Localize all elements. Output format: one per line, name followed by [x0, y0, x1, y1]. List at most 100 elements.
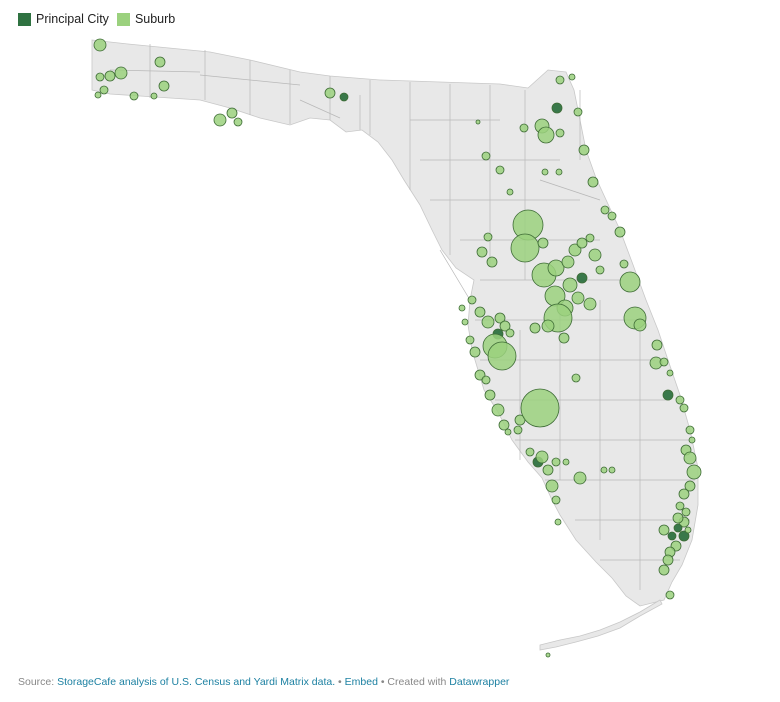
- suburb-bubble[interactable]: [688, 436, 696, 444]
- suburb-bubble[interactable]: [491, 403, 505, 417]
- suburb-bubble[interactable]: [600, 205, 610, 215]
- principal-city-bubble[interactable]: [551, 102, 563, 114]
- suburb-bubble[interactable]: [545, 479, 559, 493]
- suburb-bubble[interactable]: [558, 332, 570, 344]
- suburb-bubble[interactable]: [665, 590, 675, 600]
- suburb-bubble[interactable]: [573, 107, 583, 117]
- suburb-bubble[interactable]: [554, 518, 562, 526]
- suburb-bubble[interactable]: [469, 346, 481, 358]
- suburb-bubble[interactable]: [513, 425, 523, 435]
- suburb-bubble[interactable]: [595, 265, 605, 275]
- suburb-bubble[interactable]: [525, 447, 535, 457]
- suburb-bubble[interactable]: [484, 389, 496, 401]
- suburb-bubble[interactable]: [684, 480, 696, 492]
- suburb-bubble[interactable]: [600, 466, 608, 474]
- suburb-bubble[interactable]: [573, 471, 587, 485]
- suburb-bubble[interactable]: [608, 466, 616, 474]
- suburb-bubble[interactable]: [685, 425, 695, 435]
- suburb-bubble[interactable]: [666, 369, 674, 377]
- suburb-bubble[interactable]: [555, 75, 565, 85]
- suburb-bubble[interactable]: [633, 318, 647, 332]
- suburb-bubble[interactable]: [675, 395, 685, 405]
- suburb-bubble[interactable]: [476, 246, 488, 258]
- suburb-bubble[interactable]: [465, 335, 475, 345]
- suburb-bubble[interactable]: [561, 255, 575, 269]
- suburb-bubble[interactable]: [686, 464, 702, 480]
- suburb-bubble[interactable]: [619, 259, 629, 269]
- suburb-bubble[interactable]: [555, 168, 563, 176]
- suburb-bubble[interactable]: [94, 91, 102, 99]
- suburb-bubble[interactable]: [588, 248, 602, 262]
- suburb-bubble[interactable]: [555, 128, 565, 138]
- principal-city-bubble[interactable]: [678, 530, 690, 542]
- suburb-bubble[interactable]: [95, 72, 105, 82]
- suburb-bubble[interactable]: [651, 339, 663, 351]
- suburb-bubble[interactable]: [213, 113, 227, 127]
- principal-city-bubble[interactable]: [662, 389, 674, 401]
- suburb-bubble[interactable]: [542, 464, 554, 476]
- suburb-bubble[interactable]: [461, 318, 469, 326]
- suburb-bubble[interactable]: [93, 38, 107, 52]
- suburb-bubble[interactable]: [129, 91, 139, 101]
- suburb-bubble[interactable]: [537, 237, 549, 249]
- suburb-bubble[interactable]: [475, 119, 481, 125]
- suburb-bubble[interactable]: [587, 176, 599, 188]
- suburb-bubble[interactable]: [568, 243, 582, 257]
- suburb-bubble[interactable]: [675, 501, 685, 511]
- suburb-bubble[interactable]: [672, 512, 684, 524]
- suburb-bubble[interactable]: [571, 291, 585, 305]
- suburb-bubble[interactable]: [114, 66, 128, 80]
- principal-city-bubble[interactable]: [339, 92, 349, 102]
- suburb-bubble[interactable]: [578, 144, 590, 156]
- suburb-bubble[interactable]: [614, 226, 626, 238]
- suburb-bubble[interactable]: [494, 312, 506, 324]
- suburb-bubble[interactable]: [537, 126, 555, 144]
- suburb-bubble[interactable]: [474, 306, 486, 318]
- suburb-bubble[interactable]: [150, 92, 158, 100]
- suburb-bubble[interactable]: [541, 168, 549, 176]
- suburb-bubble[interactable]: [499, 320, 511, 332]
- principal-city-bubble[interactable]: [673, 523, 683, 533]
- suburb-bubble[interactable]: [505, 328, 515, 338]
- suburb-bubble[interactable]: [483, 232, 493, 242]
- suburb-bubble[interactable]: [233, 117, 243, 127]
- embed-link[interactable]: Embed: [344, 676, 378, 688]
- suburb-bubble[interactable]: [551, 457, 561, 467]
- suburb-bubble[interactable]: [678, 488, 690, 500]
- suburb-bubble[interactable]: [486, 256, 498, 268]
- suburb-bubble[interactable]: [481, 375, 491, 385]
- suburb-bubble[interactable]: [562, 277, 578, 293]
- suburb-bubble[interactable]: [226, 107, 238, 119]
- suburb-bubble[interactable]: [659, 357, 669, 367]
- suburb-bubble[interactable]: [510, 233, 540, 263]
- principal-city-bubble[interactable]: [576, 272, 588, 284]
- suburb-bubble[interactable]: [529, 322, 541, 334]
- suburb-bubble[interactable]: [104, 70, 116, 82]
- suburb-bubble[interactable]: [607, 211, 617, 221]
- suburb-bubble[interactable]: [585, 233, 595, 243]
- suburb-bubble[interactable]: [684, 526, 692, 534]
- suburb-bubble[interactable]: [568, 73, 576, 81]
- suburb-bubble[interactable]: [498, 419, 510, 431]
- datawrapper-link[interactable]: Datawrapper: [449, 676, 510, 688]
- suburb-bubble[interactable]: [487, 341, 517, 371]
- suburb-bubble[interactable]: [547, 259, 565, 277]
- suburb-bubble[interactable]: [99, 85, 109, 95]
- suburb-bubble[interactable]: [519, 123, 529, 133]
- suburb-bubble[interactable]: [545, 652, 551, 658]
- suburb-bubble[interactable]: [619, 271, 641, 293]
- suburb-bubble[interactable]: [495, 165, 505, 175]
- suburb-bubble[interactable]: [683, 451, 697, 465]
- source-link[interactable]: StorageCafe analysis of U.S. Census and …: [57, 676, 336, 688]
- suburb-bubble[interactable]: [576, 237, 588, 249]
- suburb-bubble[interactable]: [504, 428, 512, 436]
- suburb-bubble[interactable]: [458, 304, 466, 312]
- suburb-bubble[interactable]: [551, 495, 561, 505]
- suburb-bubble[interactable]: [562, 458, 570, 466]
- suburb-bubble[interactable]: [535, 450, 549, 464]
- suburb-bubble[interactable]: [658, 524, 670, 536]
- suburb-bubble[interactable]: [324, 87, 336, 99]
- suburb-bubble[interactable]: [571, 373, 581, 383]
- suburb-bubble[interactable]: [662, 554, 674, 566]
- suburb-bubble[interactable]: [467, 295, 477, 305]
